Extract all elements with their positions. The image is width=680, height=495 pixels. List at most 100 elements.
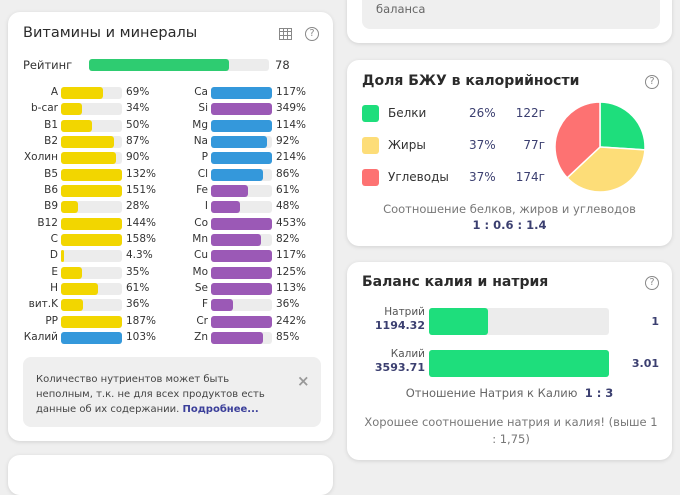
nutrient-bar	[211, 233, 272, 246]
nutrient-percent: 4.3%	[126, 249, 153, 262]
nutrient-row: B6 151%	[8, 183, 333, 199]
nutrient-percent: 36%	[126, 298, 150, 311]
nutrient-bar-fill	[61, 135, 115, 148]
more-link[interactable]: Подробнее...	[182, 404, 259, 415]
nutrient-percent: 92%	[276, 134, 300, 147]
balance-bar	[429, 308, 609, 335]
nutrient-label: B5	[44, 167, 58, 180]
nutrient-label: Cr	[196, 314, 208, 327]
nutrient-percent: 61%	[126, 281, 150, 294]
nutrient-bar-fill	[211, 315, 272, 328]
bju-pie-chart	[554, 101, 646, 193]
help-icon[interactable]: ?	[645, 276, 659, 290]
nutrient-percent: 36%	[276, 298, 300, 311]
nutrient-label: b-car	[31, 102, 58, 115]
nutrient-row: B2 87%	[8, 134, 333, 150]
nutrient-bar-fill	[211, 168, 264, 181]
nutrient-bar-fill	[211, 331, 263, 344]
nutrient-label: H	[50, 281, 58, 294]
nutrient-row: P 214%	[8, 150, 333, 166]
rating-bar	[89, 59, 269, 71]
nutrient-row: I 48%	[8, 199, 333, 215]
nutrient-bar-fill	[61, 103, 82, 116]
nutrient-label: B2	[44, 134, 58, 147]
nutrient-percent: 34%	[126, 102, 150, 115]
nutrient-bar-fill	[61, 250, 64, 263]
balance-card: Баланс калия и натрия ? Натрий 1194.32 1…	[347, 262, 672, 460]
legend-percent: 37%	[469, 170, 496, 184]
nutrient-label: D	[49, 249, 58, 262]
nutrient-percent: 114%	[276, 118, 307, 131]
nutrient-row: Zn 85%	[8, 330, 333, 346]
nutrient-label: Si	[198, 102, 208, 115]
table-icon[interactable]	[279, 28, 292, 40]
legend-name: Жиры	[388, 138, 426, 152]
nutrient-percent: 113%	[276, 281, 307, 294]
nutrient-percent: 117%	[276, 86, 307, 98]
nutrient-bar	[211, 135, 272, 148]
nutrient-row: Cr 242%	[8, 314, 333, 330]
nutrient-percent: 125%	[276, 265, 307, 278]
nutrient-row: Cl 86%	[8, 167, 333, 183]
nutrient-bar	[61, 135, 122, 148]
nutrient-bar-fill	[211, 152, 272, 165]
nutrient-row: B12 144%	[8, 216, 333, 232]
nutrient-percent: 87%	[126, 134, 150, 147]
nutrient-percent: 85%	[276, 330, 300, 343]
rating-fill	[89, 59, 230, 71]
nutrient-percent: 349%	[276, 102, 307, 115]
nutrient-bar	[61, 217, 122, 230]
nutrient-bar-fill	[211, 87, 272, 99]
nutrient-row: Si 349%	[8, 101, 333, 117]
nutrient-row: C 158%	[8, 232, 333, 248]
legend-name: Белки	[388, 106, 427, 120]
balance-name: Натрий	[384, 306, 425, 318]
nutrient-bar	[211, 103, 272, 116]
nutrient-row: b-car 34%	[8, 101, 333, 117]
legend-percent: 26%	[469, 106, 496, 120]
nutrient-percent: 86%	[276, 167, 300, 180]
legend-grams: 122г	[515, 106, 545, 120]
balance-title: Баланс калия и натрия	[362, 274, 549, 290]
close-icon[interactable]: ×	[297, 372, 310, 390]
balance-bar	[429, 350, 609, 377]
nutrient-bar	[61, 87, 122, 99]
nutrient-label: Калий	[23, 330, 58, 343]
bju-card: Доля БЖУ в калорийности ? Белки 26% 122г…	[347, 60, 672, 246]
nutrient-row: B5 132%	[8, 167, 333, 183]
balance-name: Калий	[390, 348, 425, 360]
legend-percent: 37%	[469, 138, 496, 152]
nutrient-bar-fill	[61, 331, 122, 344]
nutrient-label: Mg	[192, 118, 208, 131]
nutrient-bar	[211, 201, 272, 214]
nutrient-label: Cu	[194, 249, 208, 262]
nutrient-bar	[61, 331, 122, 344]
nutrient-bar	[61, 152, 122, 165]
nutrient-bar-fill	[61, 168, 122, 181]
note-box: Количество нутриентов может быть неполны…	[23, 357, 321, 427]
nutrient-bar	[211, 250, 272, 263]
nutrient-label: Co	[194, 216, 208, 229]
info-text: баланса	[376, 2, 426, 16]
info-box: баланса	[362, 0, 660, 29]
vitamins-title: Витамины и минералы	[23, 25, 198, 41]
nutrient-label: P	[201, 151, 208, 164]
nutrient-row: Fe 61%	[8, 183, 333, 199]
help-icon[interactable]: ?	[645, 75, 659, 89]
vitamins-card: Витамины и минералы ? Рейтинг 78 A 69% b-…	[8, 12, 333, 441]
nutrient-percent: 103%	[126, 330, 157, 343]
nutrient-percent: 187%	[126, 314, 157, 327]
nutrient-label: Mo	[192, 265, 208, 278]
nutrient-label: F	[201, 298, 208, 311]
nutrient-bar-fill	[61, 184, 122, 197]
nutrient-row: B9 28%	[8, 199, 333, 215]
help-icon[interactable]: ?	[305, 27, 319, 41]
nutrient-percent: 90%	[126, 151, 150, 164]
nutrient-bar-fill	[61, 299, 83, 312]
nutrient-bar-fill	[61, 266, 83, 279]
nutrient-row: Co 453%	[8, 216, 333, 232]
nutrient-label: C	[50, 232, 58, 245]
nutrient-bar	[61, 103, 122, 116]
nutrient-bar-fill	[211, 299, 233, 312]
balance-amount: 1194.32	[374, 319, 425, 332]
